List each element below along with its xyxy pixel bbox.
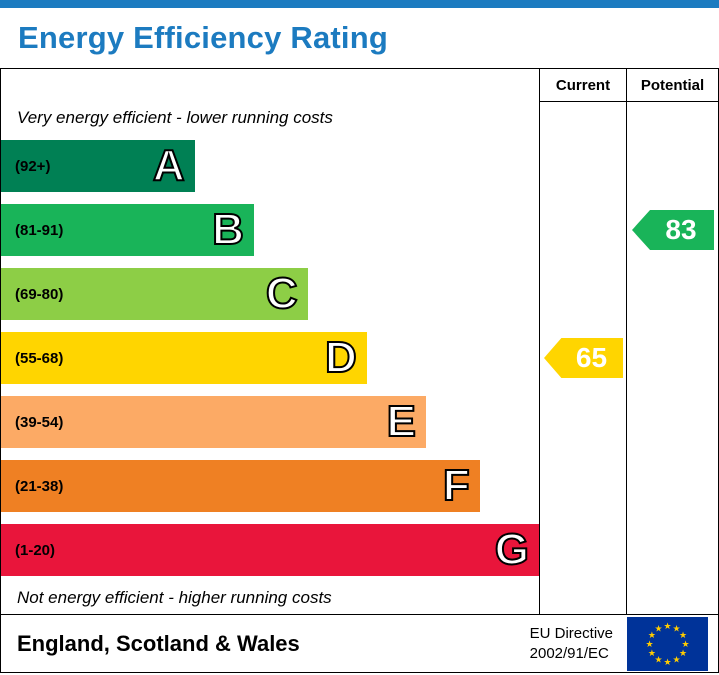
band-letter-label: E xyxy=(386,397,417,446)
column-header-row: Current Potential xyxy=(1,69,718,102)
current-rating-arrow: 65 xyxy=(544,338,623,378)
eu-directive-line1: EU Directive xyxy=(529,625,613,642)
svg-text:★: ★ xyxy=(648,648,656,658)
band-letter-label: G xyxy=(494,525,530,574)
band-letter-label: F xyxy=(442,461,471,510)
svg-text:★: ★ xyxy=(681,639,689,649)
band-bar-b: (81-91) B xyxy=(1,204,254,256)
header-spacer xyxy=(1,69,539,102)
band-bar-a: (92+) A xyxy=(1,140,195,192)
band-range-label: (69-80) xyxy=(15,285,64,303)
svg-text:★: ★ xyxy=(679,630,687,640)
band-row-b: (81-91) B xyxy=(1,198,539,262)
region-label: England, Scotland & Wales xyxy=(17,630,300,656)
svg-text:★: ★ xyxy=(679,648,687,658)
bottom-caption: Not energy efficient - higher running co… xyxy=(17,588,332,607)
footer: England, Scotland & Wales EU Directive 2… xyxy=(1,614,718,672)
svg-text:★: ★ xyxy=(672,623,680,633)
band-letter-label: D xyxy=(324,333,358,382)
svg-text:★: ★ xyxy=(663,657,671,667)
svg-text:★: ★ xyxy=(672,654,680,664)
page-title: Energy Efficiency Rating xyxy=(18,20,389,55)
band-column: Very energy efficient - lower running co… xyxy=(1,102,539,614)
band-bar-f: (21-38) F xyxy=(1,460,480,512)
svg-text:★: ★ xyxy=(654,654,662,664)
band-row-f: (21-38) F xyxy=(1,454,539,518)
top-caption: Very energy efficient - lower running co… xyxy=(17,108,333,127)
band-row-d: (55-68) D xyxy=(1,326,539,390)
potential-rating-arrow: 83 xyxy=(632,210,714,250)
chart-frame: Current Potential Very energy efficient … xyxy=(0,68,719,673)
band-letter-label: B xyxy=(211,205,245,254)
band-row-e: (39-54) E xyxy=(1,390,539,454)
svg-text:★: ★ xyxy=(648,630,656,640)
potential-column-header: Potential xyxy=(626,69,718,102)
svg-text:★: ★ xyxy=(654,623,662,633)
chart-body: Very energy efficient - lower running co… xyxy=(1,102,718,614)
band-range-label: (1-20) xyxy=(15,541,56,559)
band-range-label: (21-38) xyxy=(15,477,64,495)
title-row: Energy Efficiency Rating xyxy=(0,8,719,68)
band-range-label: (92+) xyxy=(15,157,51,175)
svg-text:★: ★ xyxy=(645,639,653,649)
band-row-c: (69-80) C xyxy=(1,262,539,326)
band-bar-d: (55-68) D xyxy=(1,332,367,384)
band-row-a: (92+) A xyxy=(1,134,539,198)
footer-right: EU Directive 2002/91/EC ★ ★ ★ ★ ★ ★ ★ ★ ★ ★ ★ ★ xyxy=(530,616,708,671)
current-column: 65 xyxy=(539,102,626,614)
band-range-label: (39-54) xyxy=(15,413,64,431)
band-range-label: (81-91) xyxy=(15,221,64,239)
top-accent-bar xyxy=(0,0,719,8)
potential-column: 83 xyxy=(626,102,718,614)
eu-directive-label: EU Directive 2002/91/EC xyxy=(530,624,613,663)
band-bar-e: (39-54) E xyxy=(1,396,427,448)
band-row-g: (1-20) G xyxy=(1,518,539,582)
eu-flag-icon: ★ ★ ★ ★ ★ ★ ★ ★ ★ ★ ★ ★ xyxy=(627,616,708,671)
band-range-label: (55-68) xyxy=(15,349,64,367)
current-column-header: Current xyxy=(539,69,626,102)
band-letter-label: A xyxy=(152,141,186,190)
eu-directive-line2: 2002/91/EC xyxy=(529,644,609,662)
band-letter-label: C xyxy=(265,269,299,318)
band-bar-c: (69-80) C xyxy=(1,268,308,320)
svg-text:★: ★ xyxy=(663,621,671,631)
band-bar-g: (1-20) G xyxy=(1,524,539,576)
